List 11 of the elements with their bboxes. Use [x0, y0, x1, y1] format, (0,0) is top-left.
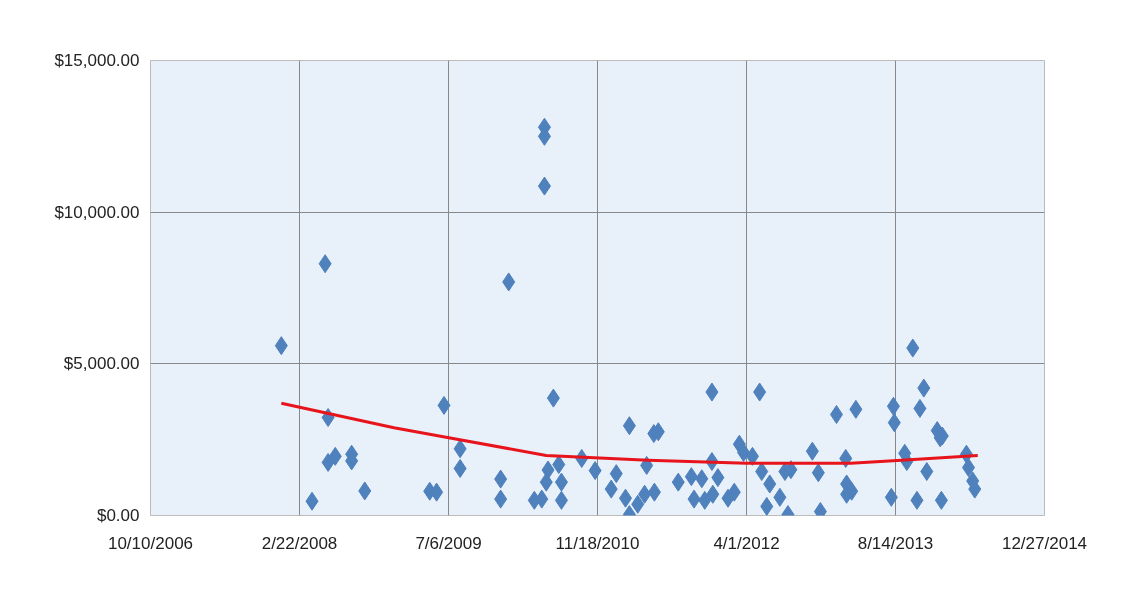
y-tick-label: $0.00: [96, 506, 140, 525]
x-tick-label: 12/27/2014: [1001, 533, 1088, 553]
x-tick-label: 7/6/2009: [415, 533, 482, 553]
x-tick-label: 10/10/2006: [107, 533, 194, 553]
y-tick-label: $10,000.00: [54, 202, 140, 222]
x-tick-label: 11/18/2010: [555, 533, 640, 553]
x-tick-label: 2/22/2008: [261, 533, 338, 553]
y-tick-label: $15,000.00: [54, 51, 140, 70]
x-tick-label: 4/1/2012: [713, 533, 780, 553]
x-tick-label: 8/14/2013: [857, 533, 934, 553]
y-tick-label: $5,000.00: [63, 354, 140, 374]
